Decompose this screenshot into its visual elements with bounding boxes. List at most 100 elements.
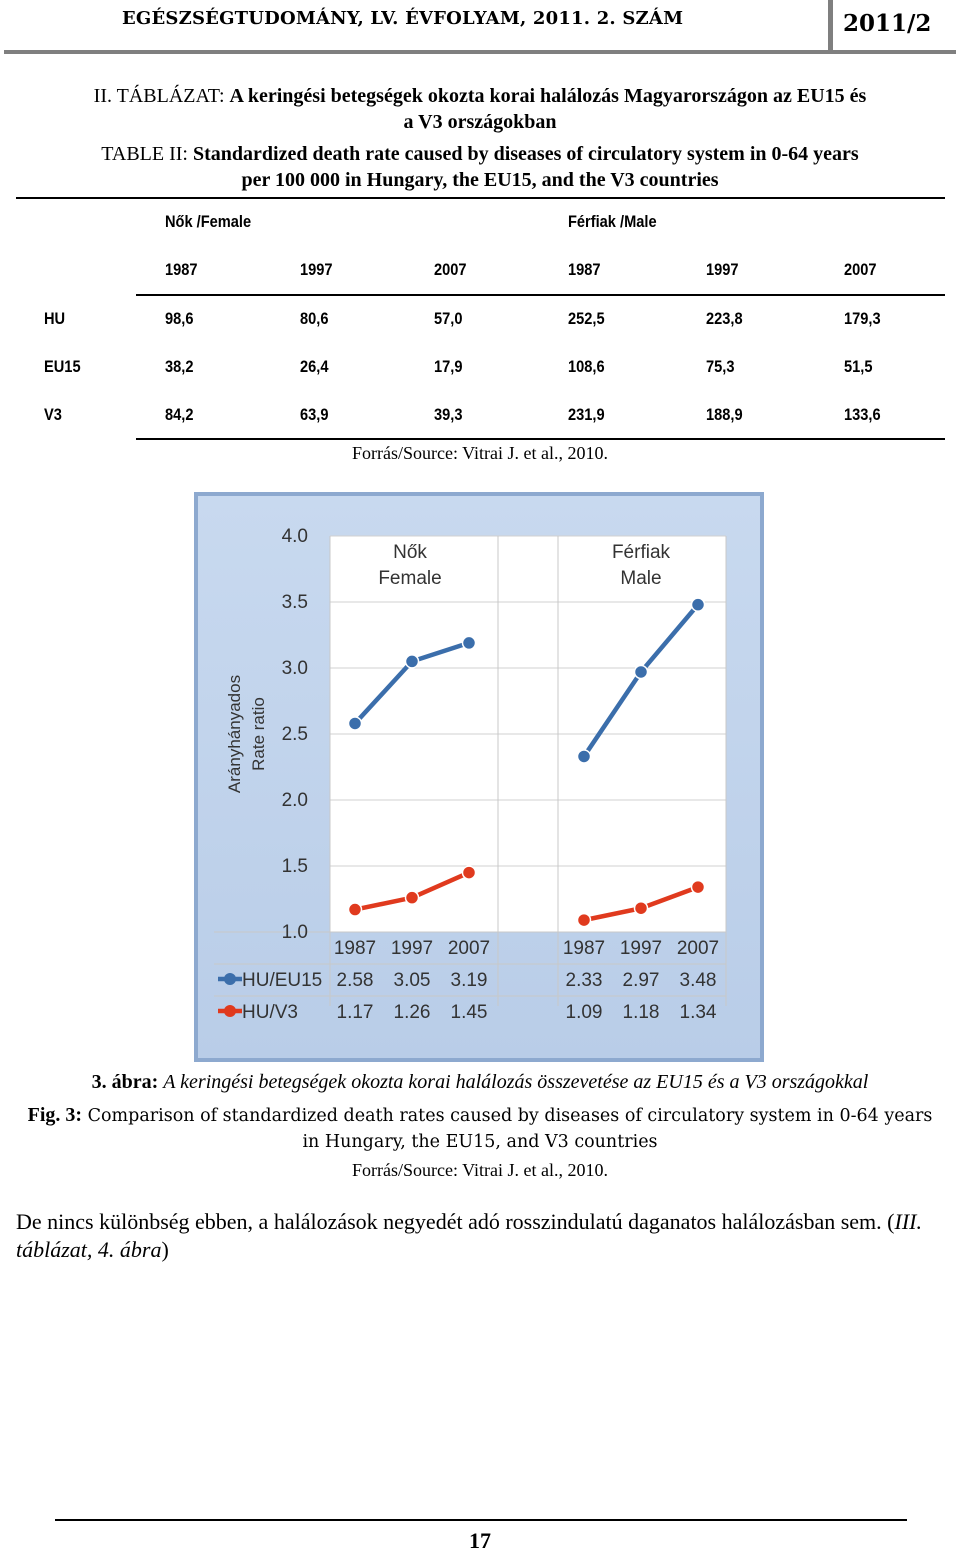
year-header: 1987 <box>568 260 601 279</box>
x-tick-label: 1997 <box>391 938 433 959</box>
issue-number: 2011/2 <box>843 10 932 37</box>
page-number: 17 <box>469 1528 491 1553</box>
y-tick-labels: 1.0 1.5 2.0 2.5 3.0 3.5 4.0 <box>282 526 308 943</box>
table-cell: 75,3 <box>706 357 735 376</box>
row-label: HU <box>44 309 66 328</box>
table-cell: 252,5 <box>568 309 605 328</box>
table-label-hu: II. TÁBLÁZAT: <box>93 85 225 107</box>
data-point <box>347 716 363 731</box>
table-cell: 108,6 <box>568 357 605 376</box>
header-divider <box>828 0 833 50</box>
journal-header: EGÉSZSÉGTUDOMÁNY, LV. ÉVFOLYAM, 2011. 2.… <box>122 8 684 29</box>
data-label: 2.97 <box>623 970 660 991</box>
data-point <box>690 597 706 612</box>
legend-marker <box>224 973 236 985</box>
body-paragraph: De nincs különbség ebben, a halálozások … <box>16 1208 951 1264</box>
x-tick-label: 2007 <box>677 938 719 959</box>
data-label: 2.58 <box>337 970 374 991</box>
y-tick-label: 3.5 <box>282 592 308 613</box>
paragraph-reference: III. táblázat, 4. ábra <box>16 1209 922 1262</box>
figure-title-en-1: Comparison of standardized death rates c… <box>87 1106 933 1126</box>
y-tick-label: 2.0 <box>282 790 308 811</box>
group-label-female-hu: Nők <box>393 542 427 563</box>
year-header: 1997 <box>300 260 333 279</box>
data-label: 3.19 <box>451 970 488 991</box>
data-label: 3.05 <box>394 970 431 991</box>
x-tick-label: 1987 <box>334 938 376 959</box>
rate-ratio-chart: 1.0 1.5 2.0 2.5 3.0 3.5 4.0 Arányhányados Rate… <box>214 526 727 1023</box>
data-label: 1.09 <box>566 1002 603 1023</box>
paragraph-end: ) <box>161 1237 169 1262</box>
data-point <box>404 654 420 669</box>
data-point <box>461 635 477 651</box>
table-cell: 38,2 <box>165 357 194 376</box>
row-label: EU15 <box>44 357 81 376</box>
data-point <box>404 890 420 905</box>
table-title-en-2: per 100 000 in Hungary, the EU15, and th… <box>241 169 719 191</box>
table-top-rule <box>16 197 945 199</box>
data-point <box>633 900 649 916</box>
data-point <box>690 879 706 895</box>
footer-rule <box>55 1519 907 1521</box>
data-point <box>461 865 477 880</box>
x-tick-label: 1997 <box>620 938 662 959</box>
table-cell: 223,8 <box>706 309 743 328</box>
table-cell: 57,0 <box>434 309 463 328</box>
figure-title-en-2: in Hungary, the EU15, and V3 countries <box>302 1132 658 1152</box>
table-caption-hu-1: II. TÁBLÁZAT: A keringési betegségek oko… <box>0 83 960 109</box>
group-label-male-en: Male <box>620 568 661 589</box>
series-lines <box>347 597 706 928</box>
data-label: 1.26 <box>394 1002 431 1023</box>
year-header: 2007 <box>434 260 467 279</box>
y-axis-label-2: Rate ratio <box>249 697 268 771</box>
table-header-rule <box>136 294 945 296</box>
data-label: 1.34 <box>680 1002 717 1023</box>
table-cell: 98,6 <box>165 309 194 328</box>
data-label: 3.48 <box>680 970 717 991</box>
paragraph-text: De nincs különbség ebben, a halálozások … <box>16 1209 895 1234</box>
table-cell: 63,9 <box>300 405 329 424</box>
figure-caption-hu: 3. ábra: A keringési betegségek okozta k… <box>0 1071 960 1094</box>
data-point <box>576 912 592 928</box>
chart-frame: 1.0 1.5 2.0 2.5 3.0 3.5 4.0 Arányhányados Rate… <box>194 492 764 1062</box>
data-label: 2.33 <box>566 970 603 991</box>
y-tick-label: 4.0 <box>282 526 308 547</box>
figure-label-hu: 3. ábra: <box>91 1071 159 1093</box>
group-male-header: Férfiak /Male <box>568 212 657 231</box>
table-caption-hu-2: a V3 országokban <box>0 109 960 135</box>
group-female-header: Nők /Female <box>165 212 252 231</box>
table-caption-en-1: TABLE II: Standardized death rate caused… <box>0 141 960 167</box>
chart-data-table: 1987 1997 2007 1987 1997 2007 HU/EU15 2.58 3.05 3… <box>218 938 719 1023</box>
y-axis-label-1: Arányhányados <box>225 675 244 793</box>
table-bottom-rule <box>136 438 945 440</box>
year-header: 2007 <box>844 260 877 279</box>
figure-source: Forrás/Source: Vitrai J. et al., 2010. <box>351 1160 609 1180</box>
data-point <box>576 749 592 764</box>
y-tick-label: 2.5 <box>282 724 308 745</box>
figure-caption-en: Fig. 3: Comparison of standardized death… <box>0 1102 960 1155</box>
y-tick-label: 3.0 <box>282 658 308 679</box>
table-source: Forrás/Source: Vitrai J. et al., 2010. <box>351 443 609 463</box>
table-cell: 231,9 <box>568 405 605 424</box>
table-cell: 188,9 <box>706 405 743 424</box>
table-label-en: TABLE II: <box>101 143 188 165</box>
group-label-male-hu: Férfiak <box>612 542 671 563</box>
table-cell: 80,6 <box>300 309 329 328</box>
year-header: 1997 <box>706 260 739 279</box>
data-point <box>633 664 649 680</box>
data-label: 1.17 <box>337 1002 374 1023</box>
legend-entry: HU/EU15 <box>242 970 322 991</box>
data-label: 1.18 <box>623 1002 660 1023</box>
table-title-en-1: Standardized death rate caused by diseas… <box>193 143 859 165</box>
y-tick-label: 1.0 <box>282 922 308 943</box>
x-tick-label: 2007 <box>448 938 490 959</box>
table-caption-en-2: per 100 000 in Hungary, the EU15, and th… <box>0 167 960 193</box>
year-header: 1987 <box>165 260 198 279</box>
legend-marker <box>224 1005 236 1017</box>
table-cell: 84,2 <box>165 405 194 424</box>
table-cell: 26,4 <box>300 357 329 376</box>
table-cell: 39,3 <box>434 405 463 424</box>
table-cell: 179,3 <box>844 309 881 328</box>
header-rule <box>4 50 956 54</box>
row-label: V3 <box>44 405 62 424</box>
